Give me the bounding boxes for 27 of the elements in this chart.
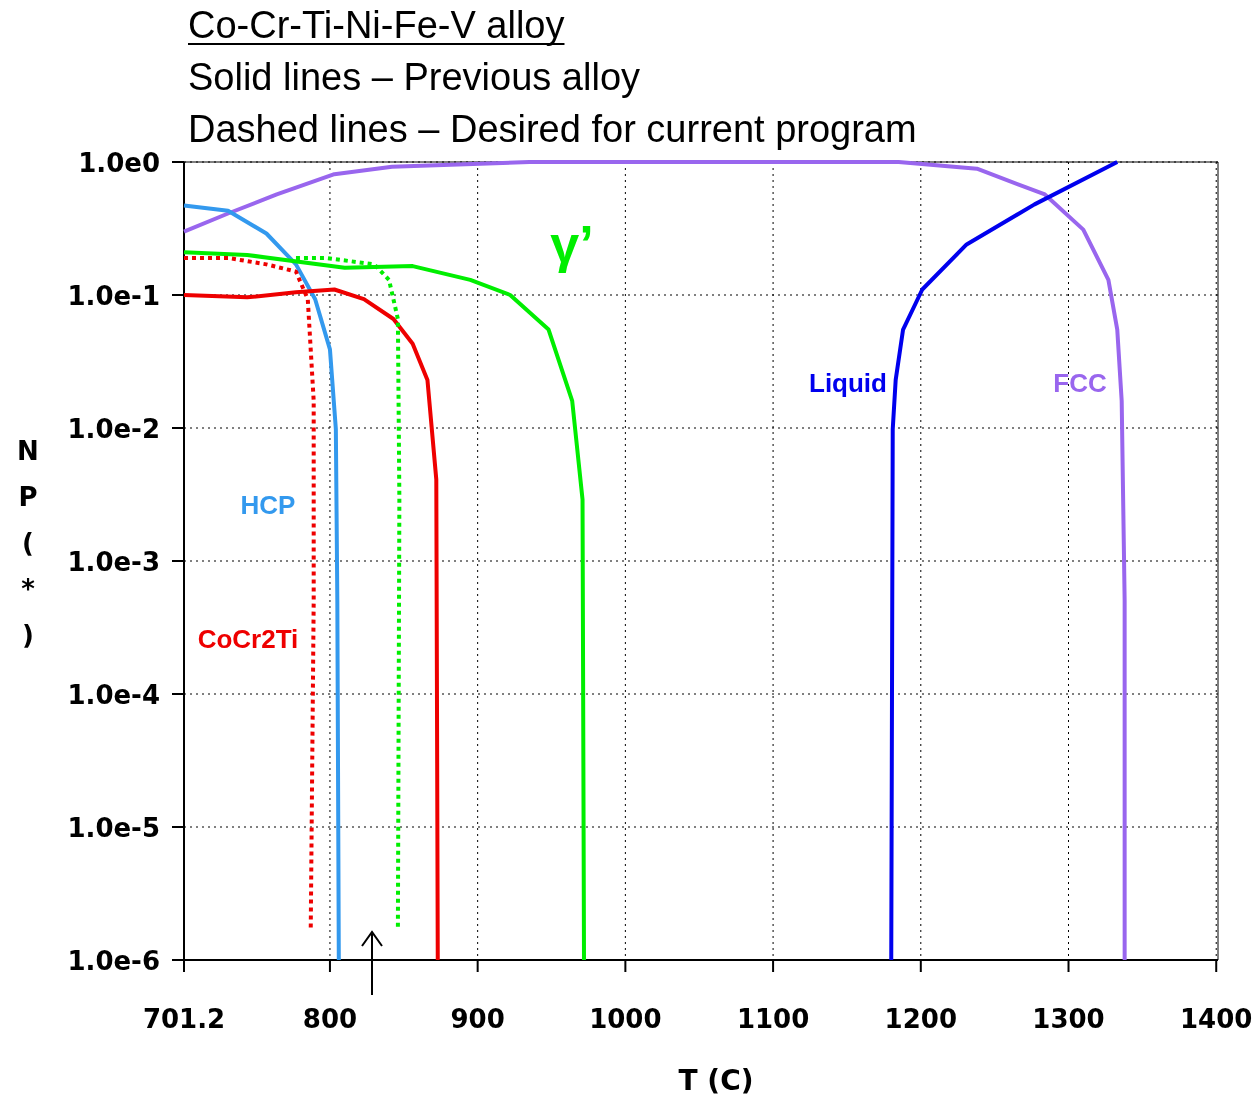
x-tick-label: 800 bbox=[302, 1004, 358, 1034]
y-tick-label: 1.0e-1 bbox=[67, 281, 160, 311]
y-tick-label: 1.0e-2 bbox=[67, 414, 160, 444]
y-tick-label: 1.0e-3 bbox=[67, 547, 160, 577]
series-label: Liquid bbox=[809, 368, 887, 398]
x-tick-label: 1200 bbox=[884, 1004, 957, 1034]
y-tick-label: 1.0e-4 bbox=[67, 680, 160, 710]
text: Dashed lines – Desired for current program bbox=[188, 108, 917, 150]
y-tick-label: 1.0e-5 bbox=[67, 813, 160, 843]
x-tick-label: 701.2 bbox=[142, 1004, 226, 1034]
y-tick-label: 1.0e0 bbox=[78, 148, 160, 178]
x-tick-label: 1400 bbox=[1180, 1004, 1253, 1034]
text: CoCr2Ti bbox=[197, 624, 299, 654]
series-label: HCP bbox=[240, 490, 296, 520]
line-series bbox=[889, 160, 1120, 962]
y-tick-label: 1.0e-6 bbox=[67, 946, 160, 976]
y-axis-title: NP(*) bbox=[17, 436, 39, 650]
x-tick-label: 1000 bbox=[589, 1004, 662, 1034]
x-axis-title: T (C) bbox=[678, 1064, 754, 1097]
x-tick-label: 1100 bbox=[736, 1004, 810, 1034]
series-label: FCC bbox=[1053, 368, 1107, 398]
x-tick-label: 1300 bbox=[1032, 1004, 1105, 1034]
x-tick-label: 900 bbox=[450, 1004, 505, 1034]
chart-subtitle: Solid lines – Previous alloy bbox=[188, 56, 641, 98]
series-label: γ’ bbox=[550, 215, 594, 273]
line-series bbox=[182, 203, 341, 962]
chart-title: Co-Cr-Ti-Ni-Fe-V alloy bbox=[188, 4, 565, 46]
